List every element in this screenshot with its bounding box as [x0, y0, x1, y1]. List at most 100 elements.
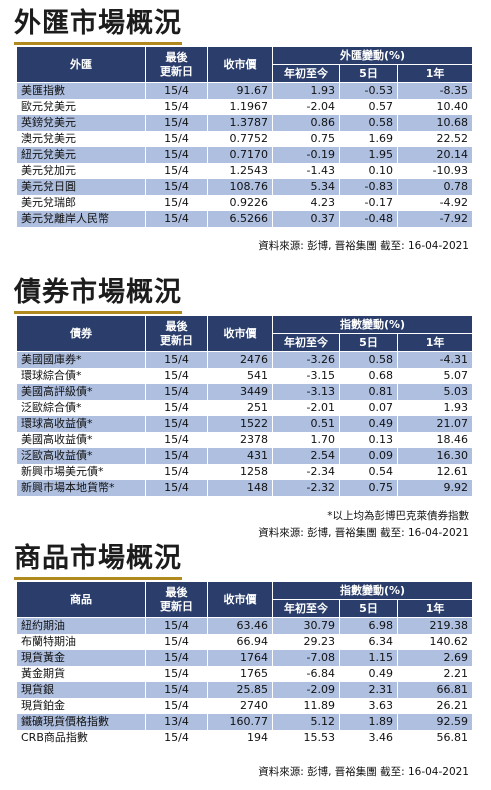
bond-cell-y1: 12.61: [396, 464, 474, 480]
commodity-cell-name: 現貨黃金: [16, 650, 146, 666]
commodity-row: 現貨銀 15/4 25.85 -2.09 2.31 66.81: [16, 682, 474, 698]
bond-cell-d5: 0.68: [339, 368, 398, 384]
commodity-cell-name: 布蘭特期油: [16, 634, 146, 650]
fx-cell-d5: 1.69: [339, 131, 398, 147]
fx-cell-updated: 15/4: [145, 115, 208, 131]
fx-cell-close: 6.5266: [207, 211, 273, 227]
commodity-cell-ytd: -6.84: [272, 666, 340, 682]
commodity-cell-y1: 26.21: [396, 698, 474, 714]
fx-title: 外匯市場概況: [14, 8, 182, 39]
commodity-cell-name: CRB商品指數: [16, 730, 146, 746]
fx-cell-d5: 0.10: [339, 163, 398, 179]
bond-cell-name: 美國國庫券*: [16, 351, 146, 368]
fx-cell-y1: -8.35: [396, 82, 474, 99]
fx-row: 美匯指數 15/4 91.67 1.93 -0.53 -8.35: [16, 82, 474, 99]
fx-cell-close: 0.7752: [207, 131, 273, 147]
fx-cell-close: 1.3787: [207, 115, 273, 131]
bond-cell-ytd: 2.54: [272, 448, 340, 464]
bond-cell-name: 美國高評級債*: [16, 384, 146, 400]
commodity-title-wrap: 商品市場概況: [14, 543, 182, 580]
commodity-cell-ytd: -2.09: [272, 682, 340, 698]
bond-cell-d5: 0.75: [339, 480, 398, 496]
bond-note: *以上均為彭博巴克萊債券指數: [327, 510, 469, 522]
bond-cell-d5: 0.09: [339, 448, 398, 464]
fx-cell-d5: -0.53: [339, 82, 398, 99]
commodity-cell-y1: 2.21: [396, 666, 474, 682]
fx-cell-ytd: -1.43: [272, 163, 340, 179]
fx-cell-close: 108.76: [207, 179, 273, 195]
commodity-row: 紐約期油 15/4 63.46 30.79 6.98 219.38: [16, 617, 474, 634]
fx-cell-close: 91.67: [207, 82, 273, 99]
fx-source: 資料來源: 彭博, 晋裕集團 截至: 16-04-2021: [258, 240, 469, 252]
bond-header-close: 收市價: [207, 315, 273, 352]
fx-cell-close: 0.9226: [207, 195, 273, 211]
fx-header-5d: 5日: [339, 64, 398, 83]
fx-cell-name: 美元兌離岸人民幣: [16, 211, 146, 227]
fx-cell-close: 1.2543: [207, 163, 273, 179]
commodity-cell-updated: 13/4: [145, 714, 208, 730]
commodity-cell-ytd: -7.08: [272, 650, 340, 666]
commodity-header-1y: 1年: [396, 599, 474, 618]
bond-source: 資料來源: 彭博, 晋裕集團 截至: 16-04-2021: [258, 527, 469, 539]
bond-cell-ytd: 1.70: [272, 432, 340, 448]
commodity-title: 商品市場概況: [14, 543, 182, 574]
bond-row: 泛歐綜合債* 15/4 251 -2.01 0.07 1.93: [16, 400, 474, 416]
commodity-cell-d5: 6.34: [339, 634, 398, 650]
bond-cell-updated: 15/4: [145, 400, 208, 416]
commodity-cell-d5: 1.15: [339, 650, 398, 666]
bond-header-ytd: 年初至今: [272, 333, 340, 352]
fx-cell-d5: 1.95: [339, 147, 398, 163]
commodity-cell-close: 66.94: [207, 634, 273, 650]
bond-row: 美國國庫券* 15/4 2476 -3.26 0.58 -4.31: [16, 351, 474, 368]
commodity-cell-d5: 1.89: [339, 714, 398, 730]
commodity-cell-y1: 2.69: [396, 650, 474, 666]
fx-cell-ytd: 1.93: [272, 82, 340, 99]
bond-cell-ytd: -3.15: [272, 368, 340, 384]
commodity-cell-updated: 15/4: [145, 650, 208, 666]
fx-cell-d5: -0.48: [339, 211, 398, 227]
bond-title: 債券市場概況: [14, 277, 182, 308]
fx-cell-d5: -0.83: [339, 179, 398, 195]
fx-cell-ytd: 4.23: [272, 195, 340, 211]
bond-cell-updated: 15/4: [145, 480, 208, 496]
bond-cell-updated: 15/4: [145, 351, 208, 368]
bond-row: 新興市場美元債* 15/4 1258 -2.34 0.54 12.61: [16, 464, 474, 480]
fx-title-wrap: 外匯市場概況: [14, 8, 182, 45]
commodity-cell-close: 1764: [207, 650, 273, 666]
fx-cell-updated: 15/4: [145, 179, 208, 195]
commodity-cell-d5: 0.49: [339, 666, 398, 682]
bond-cell-updated: 15/4: [145, 384, 208, 400]
fx-header-name: 外匯: [16, 46, 146, 83]
bond-cell-ytd: 0.51: [272, 416, 340, 432]
fx-row: 美元兌日圓 15/4 108.76 5.34 -0.83 0.78: [16, 179, 474, 195]
bond-header-updated: 最後 更新日: [145, 315, 208, 352]
fx-cell-ytd: 5.34: [272, 179, 340, 195]
fx-cell-updated: 15/4: [145, 131, 208, 147]
commodity-row: CRB商品指數 15/4 194 15.53 3.46 56.81: [16, 730, 474, 746]
bond-cell-name: 新興市場美元債*: [16, 464, 146, 480]
commodity-row: 現貨鉑金 15/4 2740 11.89 3.63 26.21: [16, 698, 474, 714]
fx-cell-name: 澳元兌美元: [16, 131, 146, 147]
bond-cell-updated: 15/4: [145, 368, 208, 384]
bond-cell-close: 251: [207, 400, 273, 416]
fx-cell-updated: 15/4: [145, 195, 208, 211]
commodity-row: 布蘭特期油 15/4 66.94 29.23 6.34 140.62: [16, 634, 474, 650]
fx-cell-y1: 10.68: [396, 115, 474, 131]
commodity-source: 資料來源: 彭博, 晋裕集團 截至: 16-04-2021: [258, 766, 469, 778]
fx-cell-y1: 22.52: [396, 131, 474, 147]
fx-cell-updated: 15/4: [145, 147, 208, 163]
commodity-cell-close: 1765: [207, 666, 273, 682]
bond-cell-close: 2378: [207, 432, 273, 448]
commodity-cell-name: 黃金期貨: [16, 666, 146, 682]
fx-cell-y1: 0.78: [396, 179, 474, 195]
fx-cell-name: 美元兌日圓: [16, 179, 146, 195]
bond-row: 美國高評級債* 15/4 3449 -3.13 0.81 5.03: [16, 384, 474, 400]
bond-cell-y1: -4.31: [396, 351, 474, 368]
bond-cell-name: 環球高收益債*: [16, 416, 146, 432]
commodity-row: 鐵礦現貨價格指數 13/4 160.77 5.12 1.89 92.59: [16, 714, 474, 730]
fx-cell-ytd: 0.86: [272, 115, 340, 131]
commodity-cell-ytd: 30.79: [272, 617, 340, 634]
bond-cell-ytd: -2.01: [272, 400, 340, 416]
bond-cell-close: 1522: [207, 416, 273, 432]
fx-cell-y1: -10.93: [396, 163, 474, 179]
